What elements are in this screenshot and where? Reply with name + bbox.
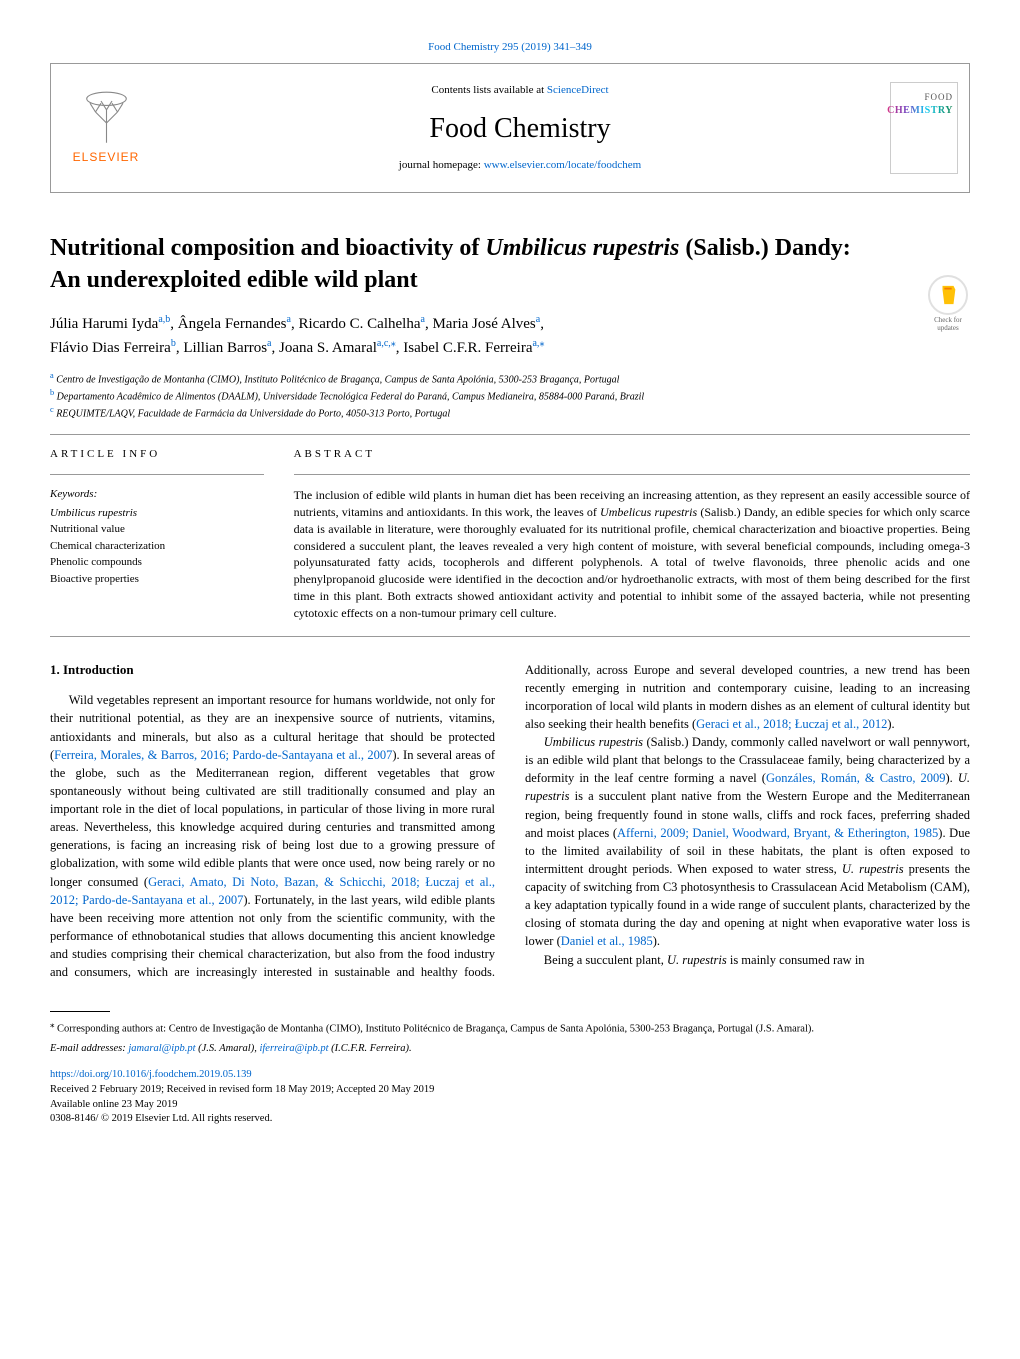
author: Ângela Fernandes <box>178 316 287 332</box>
email-link[interactable]: jamaral@ipb.pt <box>128 1043 195 1054</box>
article-info-col: ARTICLE INFO Keywords: Umbilicus rupestr… <box>50 447 264 622</box>
citation-link[interactable]: Geraci et al., 2018; Łuczaj et al., 2012 <box>696 717 887 731</box>
elsevier-tree-icon <box>79 90 134 145</box>
available-date: Available online 23 May 2019 <box>50 1099 178 1110</box>
author-aff[interactable]: b <box>171 338 176 349</box>
footer-divider <box>50 1011 110 1012</box>
homepage-prefix: journal homepage: <box>399 159 484 171</box>
author-aff[interactable]: a <box>536 314 540 325</box>
email-link[interactable]: iferreira@ipb.pt <box>259 1043 328 1054</box>
citation-link[interactable]: Gonzáles, Román, & Castro, 2009 <box>766 771 946 785</box>
check-updates-text: Check forupdates <box>918 317 978 332</box>
cover-box: FOOD CHEMISTRY <box>890 82 958 174</box>
author-aff[interactable]: a,c,⁎ <box>377 338 396 349</box>
intro-p2: Umbilicus rupestris (Salisb.) Dandy, com… <box>525 733 970 951</box>
contents-prefix: Contents lists available at <box>431 84 546 96</box>
header-center: Contents lists available at ScienceDirec… <box>161 83 879 173</box>
author: Ricardo C. Calhelha <box>298 316 420 332</box>
journal-header: ELSEVIER Contents lists available at Sci… <box>50 63 970 193</box>
authors-block: Júlia Harumi Iydaa,b, Ângela Fernandesa,… <box>50 312 970 360</box>
received-dates: Received 2 February 2019; Received in re… <box>50 1084 434 1095</box>
email-who: (J.S. Amaral), <box>195 1043 259 1054</box>
email-label: E-mail addresses: <box>50 1043 128 1054</box>
check-updates-icon <box>928 275 968 315</box>
divider <box>294 474 970 475</box>
author-aff[interactable]: a <box>421 314 425 325</box>
author: Júlia Harumi Iyda <box>50 316 158 332</box>
article-title: Nutritional composition and bioactivity … <box>50 233 970 295</box>
affiliation: a Centro de Investigação de Montanha (CI… <box>50 370 970 387</box>
divider <box>50 474 264 475</box>
citation-link[interactable]: Daniel et al., 1985 <box>561 934 653 948</box>
cover-food-text: FOOD <box>924 91 953 104</box>
author: Flávio Dias Ferreira <box>50 340 171 356</box>
email-line: E-mail addresses: jamaral@ipb.pt (J.S. A… <box>50 1042 970 1057</box>
keyword: Nutritional value <box>50 521 264 538</box>
abstract-col: ABSTRACT The inclusion of edible wild pl… <box>294 447 970 622</box>
doi-block: https://doi.org/10.1016/j.foodchem.2019.… <box>50 1068 970 1127</box>
homepage-line: journal homepage: www.elsevier.com/locat… <box>161 158 879 173</box>
keyword: Phenolic compounds <box>50 554 264 571</box>
abstract-text: The inclusion of edible wild plants in h… <box>294 487 970 621</box>
intro-p3: Being a succulent plant, U. rupestris is… <box>525 951 970 969</box>
author-aff[interactable]: a,b <box>158 314 170 325</box>
citation-link[interactable]: Afferni, 2009; Daniel, Woodward, Bryant,… <box>617 826 938 840</box>
corr-star-link[interactable]: ⁎ <box>539 338 544 349</box>
body-columns: 1. Introduction Wild vegetables represen… <box>50 661 970 982</box>
author: Lillian Barros <box>183 340 267 356</box>
citation-link[interactable]: Ferreira, Morales, & Barros, 2016; Pardo… <box>54 748 392 762</box>
author-aff[interactable]: a <box>286 314 290 325</box>
abstract-label: ABSTRACT <box>294 447 970 462</box>
corr-star-link[interactable]: ⁎ <box>391 338 396 349</box>
keyword-list: Umbilicus rupestris Nutritional value Ch… <box>50 505 264 588</box>
intro-heading: 1. Introduction <box>50 661 495 680</box>
keyword: Chemical characterization <box>50 538 264 555</box>
info-abstract-row: ARTICLE INFO Keywords: Umbilicus rupestr… <box>50 447 970 622</box>
elsevier-text: ELSEVIER <box>73 149 140 166</box>
keyword: Umbilicus rupestris <box>50 505 264 522</box>
copyright: 0308-8146/ © 2019 Elsevier Ltd. All righ… <box>50 1113 272 1124</box>
citation-header: Food Chemistry 295 (2019) 341–349 <box>50 40 970 55</box>
aff-text: Departamento Acadêmico de Alimentos (DAA… <box>54 391 644 402</box>
title-species: Umbilicus rupestris <box>485 235 679 261</box>
author-aff[interactable]: a,⁎ <box>532 338 544 349</box>
corresponding-note: ⁎ Corresponding authors at: Centro de In… <box>50 1018 970 1037</box>
sciencedirect-link[interactable]: ScienceDirect <box>547 84 609 96</box>
divider <box>50 636 970 637</box>
corr-text: Corresponding authors at: Centro de Inve… <box>54 1024 814 1035</box>
contents-line: Contents lists available at ScienceDirec… <box>161 83 879 98</box>
elsevier-logo: ELSEVIER <box>51 64 161 192</box>
email-who: (I.C.F.R. Ferreira). <box>329 1043 412 1054</box>
affiliation: c REQUIMTE/LAQV, Faculdade de Farmácia d… <box>50 404 970 421</box>
article-info-label: ARTICLE INFO <box>50 447 264 462</box>
check-updates-badge[interactable]: Check forupdates <box>918 275 978 332</box>
cover-chem-text: CHEMISTRY <box>887 104 953 118</box>
keyword: Bioactive properties <box>50 571 264 588</box>
aff-text: Centro de Investigação de Montanha (CIMO… <box>54 374 620 385</box>
keywords-label: Keywords: <box>50 487 264 502</box>
doi-link[interactable]: https://doi.org/10.1016/j.foodchem.2019.… <box>50 1069 252 1080</box>
divider <box>50 434 970 435</box>
aff-text: REQUIMTE/LAQV, Faculdade de Farmácia da … <box>54 409 450 420</box>
homepage-link[interactable]: www.elsevier.com/locate/foodchem <box>484 159 642 171</box>
citation-link[interactable]: Food Chemistry 295 (2019) 341–349 <box>428 41 592 53</box>
journal-title: Food Chemistry <box>161 109 879 148</box>
author: Maria José Alves <box>432 316 535 332</box>
author-aff[interactable]: a <box>267 338 271 349</box>
author: Isabel C.F.R. Ferreira <box>403 340 532 356</box>
affiliations-block: a Centro de Investigação de Montanha (CI… <box>50 370 970 422</box>
author: Joana S. Amaral <box>279 340 377 356</box>
affiliation: b Departamento Acadêmico de Alimentos (D… <box>50 387 970 404</box>
journal-cover-thumb: FOOD CHEMISTRY <box>879 64 969 192</box>
title-prefix: Nutritional composition and bioactivity … <box>50 235 485 261</box>
